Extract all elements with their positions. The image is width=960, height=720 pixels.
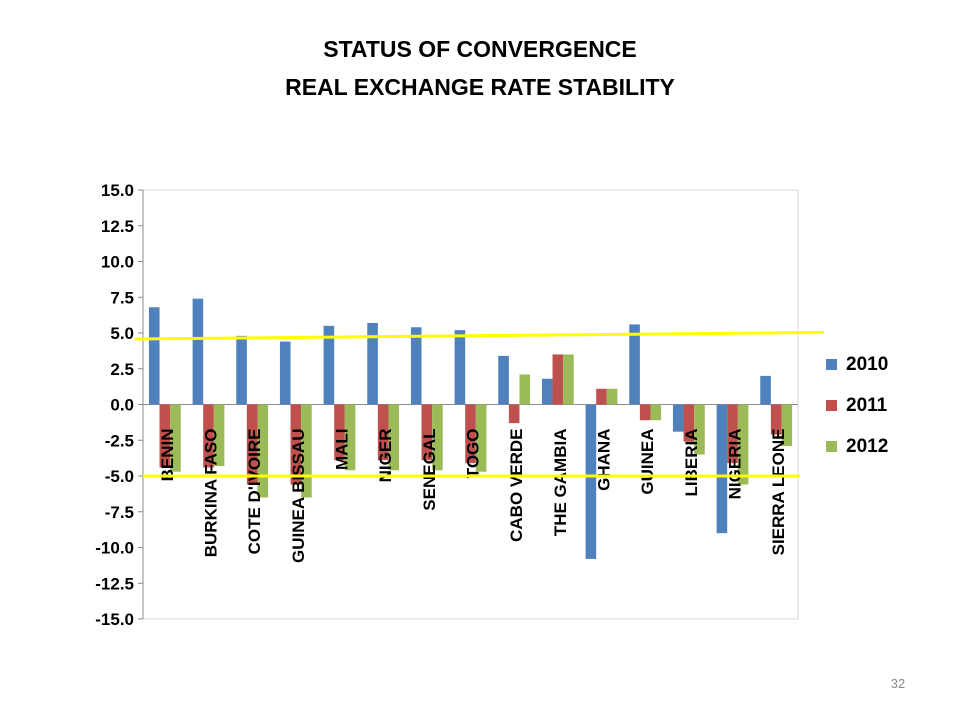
chart-title-line-2: REAL EXCHANGE RATE STABILITY: [285, 74, 675, 100]
bar-2011-guinea: [639, 404, 651, 421]
bar-2011-cote-d-ivoire: [246, 404, 258, 485]
bar-2011-togo: [465, 404, 476, 464]
category-label: CABO VERDE: [507, 429, 526, 542]
bar-2012-the-gambia: [563, 354, 574, 405]
legend-label-2010: 2010: [846, 354, 888, 375]
category-label: BENIN: [158, 429, 177, 482]
category-label: SIERRA LEONE: [769, 429, 788, 556]
y-tick-label: -12.5: [95, 574, 134, 593]
bar-2010-guinea: [629, 324, 640, 405]
y-tick-label: 12.5: [101, 217, 134, 236]
bar-2012-niger: [388, 404, 400, 471]
bar-2010-guinea-bissau: [279, 341, 291, 405]
legend: 2010 2011 2012: [826, 354, 888, 457]
bar-2010-burkina-faso: [192, 298, 204, 405]
category-labels: BENIN BURKINA FASO COTE D'IVOIRE GUINEA BIS…: [158, 429, 788, 563]
bar-2010-benin: [148, 307, 160, 405]
bar-2011-senegal: [421, 404, 433, 461]
y-tick-label: -7.5: [105, 503, 134, 522]
bar-2012-ghana: [606, 388, 618, 405]
y-tick-label: 10.0: [101, 253, 134, 272]
bar-2011-mali: [334, 404, 345, 461]
bar-2010-sierra-leone: [760, 375, 771, 405]
bar-2011-burkina-faso: [203, 404, 214, 468]
bar-2010-cote-d-ivoire: [236, 335, 247, 405]
bars: [148, 298, 793, 559]
legend-label-2012: 2012: [846, 436, 888, 457]
y-tick-label: -2.5: [105, 431, 134, 450]
reference-lines: [134, 330, 825, 478]
bar-2011-the-gambia: [552, 354, 564, 405]
legend-swatch-2011: [826, 400, 837, 411]
bar-2011-ghana: [596, 388, 607, 405]
y-axis: 15.0 12.5 10.0 7.5 5.0 2.5 0.0 -2.5 -5.0 -7.5 -10.…: [95, 181, 143, 629]
legend-label-2011: 2011: [846, 395, 888, 416]
category-label: TOGO: [464, 429, 483, 479]
bar-2012-liberia: [694, 404, 705, 455]
bar-2010-niger: [367, 322, 378, 405]
legend-swatch-2012: [826, 441, 837, 452]
chart-title: STATUS OF CONVERGENCE REAL EXCHANGE RATE…: [0, 30, 960, 106]
bar-2011-liberia: [683, 404, 695, 442]
category-label: BURKINA FASO: [202, 429, 221, 558]
legend-swatch-2010: [826, 359, 837, 370]
y-tick-label: 5.0: [110, 324, 134, 343]
bar-2010-cabo-verde: [498, 355, 509, 405]
y-tick-label: 15.0: [101, 181, 134, 200]
bar-2010-ghana: [585, 404, 597, 559]
category-label: GUINEA BISSAU: [289, 429, 308, 563]
category-label: THE GAMBIA: [551, 429, 570, 537]
bar-2012-guinea-bissau: [301, 404, 312, 498]
bar-2010-the-gambia: [541, 378, 553, 405]
bar-2012-mali: [344, 404, 356, 471]
bar-2010-liberia: [672, 404, 684, 432]
bar-2011-sierra-leone: [770, 404, 782, 435]
y-tick-label: 7.5: [110, 288, 134, 307]
category-label: GHANA: [595, 429, 614, 491]
bar-2010-togo: [454, 330, 466, 405]
bar-2012-togo: [475, 404, 487, 472]
bar-2012-guinea: [650, 404, 662, 421]
bar-2012-burkina-faso: [213, 404, 225, 466]
y-tick-label: -10.0: [95, 539, 134, 558]
bar-2011-guinea-bissau: [290, 404, 302, 485]
bar-2012-cote-d-ivoire: [257, 404, 269, 498]
bar-2010-mali: [323, 325, 335, 405]
bar-2012-nigeria: [737, 404, 749, 485]
y-tick-label: -15.0: [95, 610, 134, 629]
category-label: SENEGAL: [420, 429, 439, 511]
bar-2012-cabo-verde: [519, 374, 531, 405]
y-tick-label: 2.5: [110, 360, 134, 379]
bar-2010-senegal: [410, 327, 422, 405]
bar-2010-nigeria: [716, 404, 728, 534]
category-label: NIGER: [376, 429, 395, 483]
reference-line: [134, 330, 825, 341]
bar-2011-cabo-verde: [508, 404, 520, 424]
y-tick-label: -5.0: [105, 467, 134, 486]
page-number: 32: [890, 676, 906, 691]
bar-2012-benin: [170, 404, 181, 472]
category-label: MALI: [333, 429, 352, 471]
y-tick-label: 0.0: [110, 396, 134, 415]
chart-title-line-1: STATUS OF CONVERGENCE: [323, 36, 637, 62]
bar-2012-senegal: [432, 404, 443, 471]
category-label: COTE D'IVOIRE: [245, 429, 264, 555]
bar-2012-sierra-leone: [781, 404, 793, 446]
bar-2011-benin: [159, 404, 171, 468]
bar-2011-niger: [377, 404, 389, 461]
category-label: GUINEA: [638, 429, 657, 495]
category-label: LIBERIA: [682, 429, 701, 497]
category-label: NIGERIA: [726, 429, 745, 500]
bar-2011-nigeria: [727, 404, 738, 464]
